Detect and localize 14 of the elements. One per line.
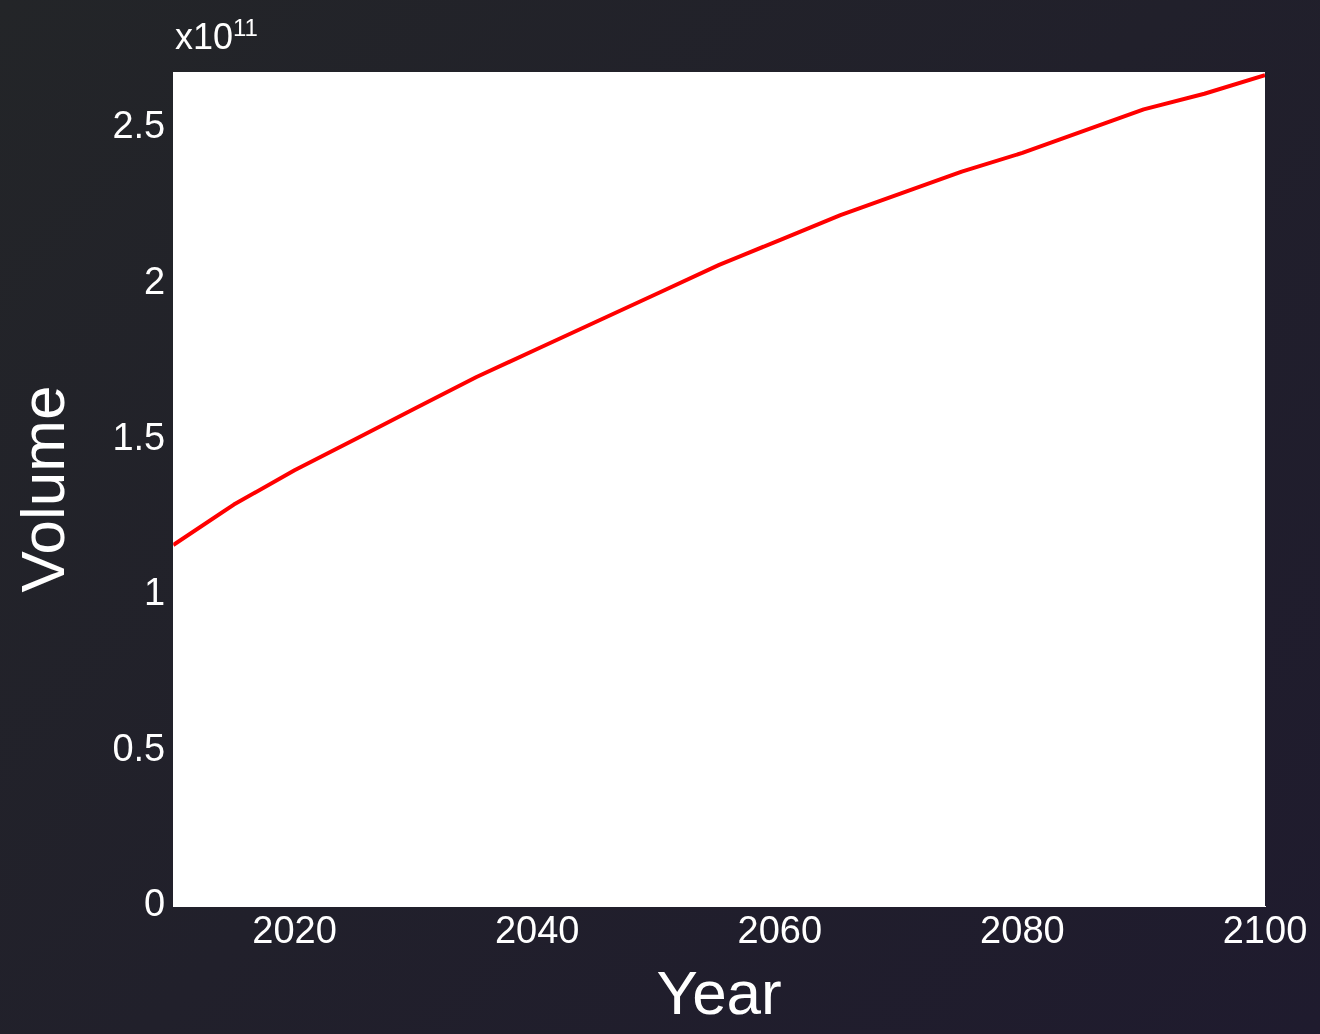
x-tick-label: 2040: [494, 909, 580, 952]
text: x10$^{11}$: [175, 14, 258, 58]
y-axis-title: Volume: [8, 385, 78, 593]
x-axis-title: Year: [656, 957, 782, 1027]
y-tick-label: 0.5: [112, 726, 166, 769]
x-tick-label: 2100: [1222, 909, 1308, 952]
x-tick-label: 2020: [252, 909, 337, 952]
y-tick-label: 1: [144, 571, 166, 614]
y-tick-label: 2: [144, 260, 166, 303]
y-tick-label: 1.5: [112, 415, 166, 458]
y-tick-label: 2.5: [112, 104, 166, 147]
x-tick-label: 2080: [980, 909, 1065, 952]
x-tick-label: 2060: [737, 909, 823, 952]
y-tick-label: 0: [144, 882, 166, 925]
